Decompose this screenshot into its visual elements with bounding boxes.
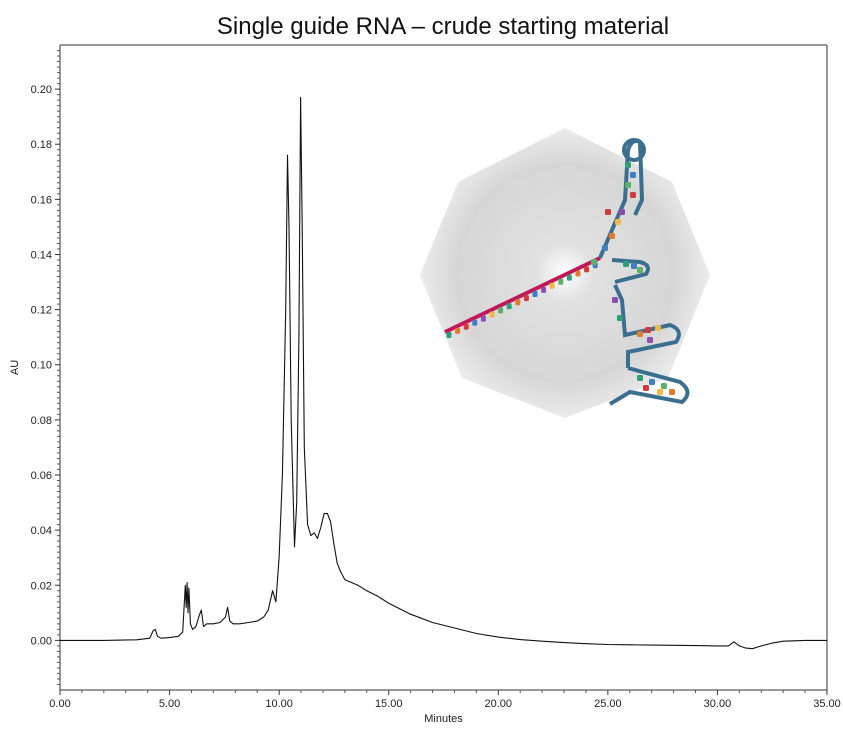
rna-base (643, 385, 649, 391)
rna-base (480, 315, 486, 322)
rna-base (463, 323, 469, 330)
rna-base (584, 266, 590, 273)
rna-base (617, 315, 623, 321)
y-tick-label: 0.20 (31, 84, 52, 96)
rna-base (523, 295, 529, 302)
rna-base (631, 263, 637, 269)
rna-base (532, 291, 538, 297)
x-axis: 0.00 5.00 10.00 15.00 20.00 25.00 30.00 35.00 (49, 690, 841, 710)
rna-stem-loop-4 (608, 366, 690, 406)
rna-base (625, 162, 631, 168)
rna-base (637, 267, 643, 273)
x-tick-label: 0.00 (49, 698, 70, 710)
x-tick-label: 35.00 (813, 698, 841, 710)
y-tick-label: 0.18 (31, 139, 52, 151)
rna-guide-strand (444, 256, 601, 334)
x-tick-label: 20.00 (485, 698, 513, 710)
rna-base (446, 332, 452, 338)
x-tick-label: 30.00 (704, 698, 732, 710)
rna-base (649, 379, 655, 385)
rna-base (498, 307, 504, 314)
rna-base (625, 182, 631, 188)
rna-base (655, 325, 661, 331)
rna-base (669, 389, 675, 395)
sgrna-illustration (420, 128, 710, 418)
rna-base (615, 219, 621, 225)
rna-base (619, 209, 625, 215)
y-tick-label: 0.12 (31, 305, 52, 317)
rna-base (661, 383, 667, 389)
rna-base (637, 375, 643, 381)
y-tick-label: 0.06 (31, 470, 52, 482)
x-tick-label: 15.00 (375, 698, 403, 710)
rna-base (630, 172, 636, 178)
rna-base (623, 261, 629, 267)
rna-base (489, 311, 495, 318)
rna-base (558, 278, 564, 285)
x-tick-label: 10.00 (265, 698, 293, 710)
rna-base (455, 327, 461, 334)
x-tick-label: 25.00 (594, 698, 622, 710)
chart-title: Single guide RNA – crude starting materi… (217, 13, 669, 40)
rna-stem-loop-2 (611, 258, 650, 284)
y-tick-label: 0.08 (31, 415, 52, 427)
rna-base (657, 389, 663, 395)
rna-base (645, 327, 651, 333)
rna-base (566, 274, 572, 281)
y-axis: 0.00 0.02 0.04 0.06 0.08 0.10 0.12 0.14 0.16 0.18… (31, 50, 60, 685)
rna-base (506, 303, 512, 310)
rna-base (549, 282, 555, 289)
rna-base (637, 331, 643, 337)
y-tick-label: 0.16 (31, 194, 52, 206)
rna-base (591, 259, 597, 265)
y-tick-label: 0.14 (31, 249, 52, 261)
rna-base (609, 233, 615, 239)
rna-base (515, 299, 521, 306)
rna-base (630, 192, 636, 198)
y-tick-label: 0.02 (31, 580, 52, 592)
y-tick-label: 0.04 (31, 525, 52, 537)
rna-base (605, 209, 611, 215)
y-tick-label: 0.00 (31, 635, 52, 647)
y-axis-title: AU (9, 360, 21, 375)
rna-base (541, 286, 547, 293)
rna-base (602, 245, 608, 251)
series-line (60, 96, 827, 650)
x-tick-label: 5.00 (159, 698, 180, 710)
rna-base (612, 297, 618, 303)
rna-base (472, 319, 478, 326)
rna-base (647, 337, 653, 343)
rna-loop (622, 138, 646, 162)
rna-base (575, 270, 581, 277)
y-tick-label: 0.10 (31, 360, 52, 372)
x-axis-title: Minutes (424, 713, 463, 725)
